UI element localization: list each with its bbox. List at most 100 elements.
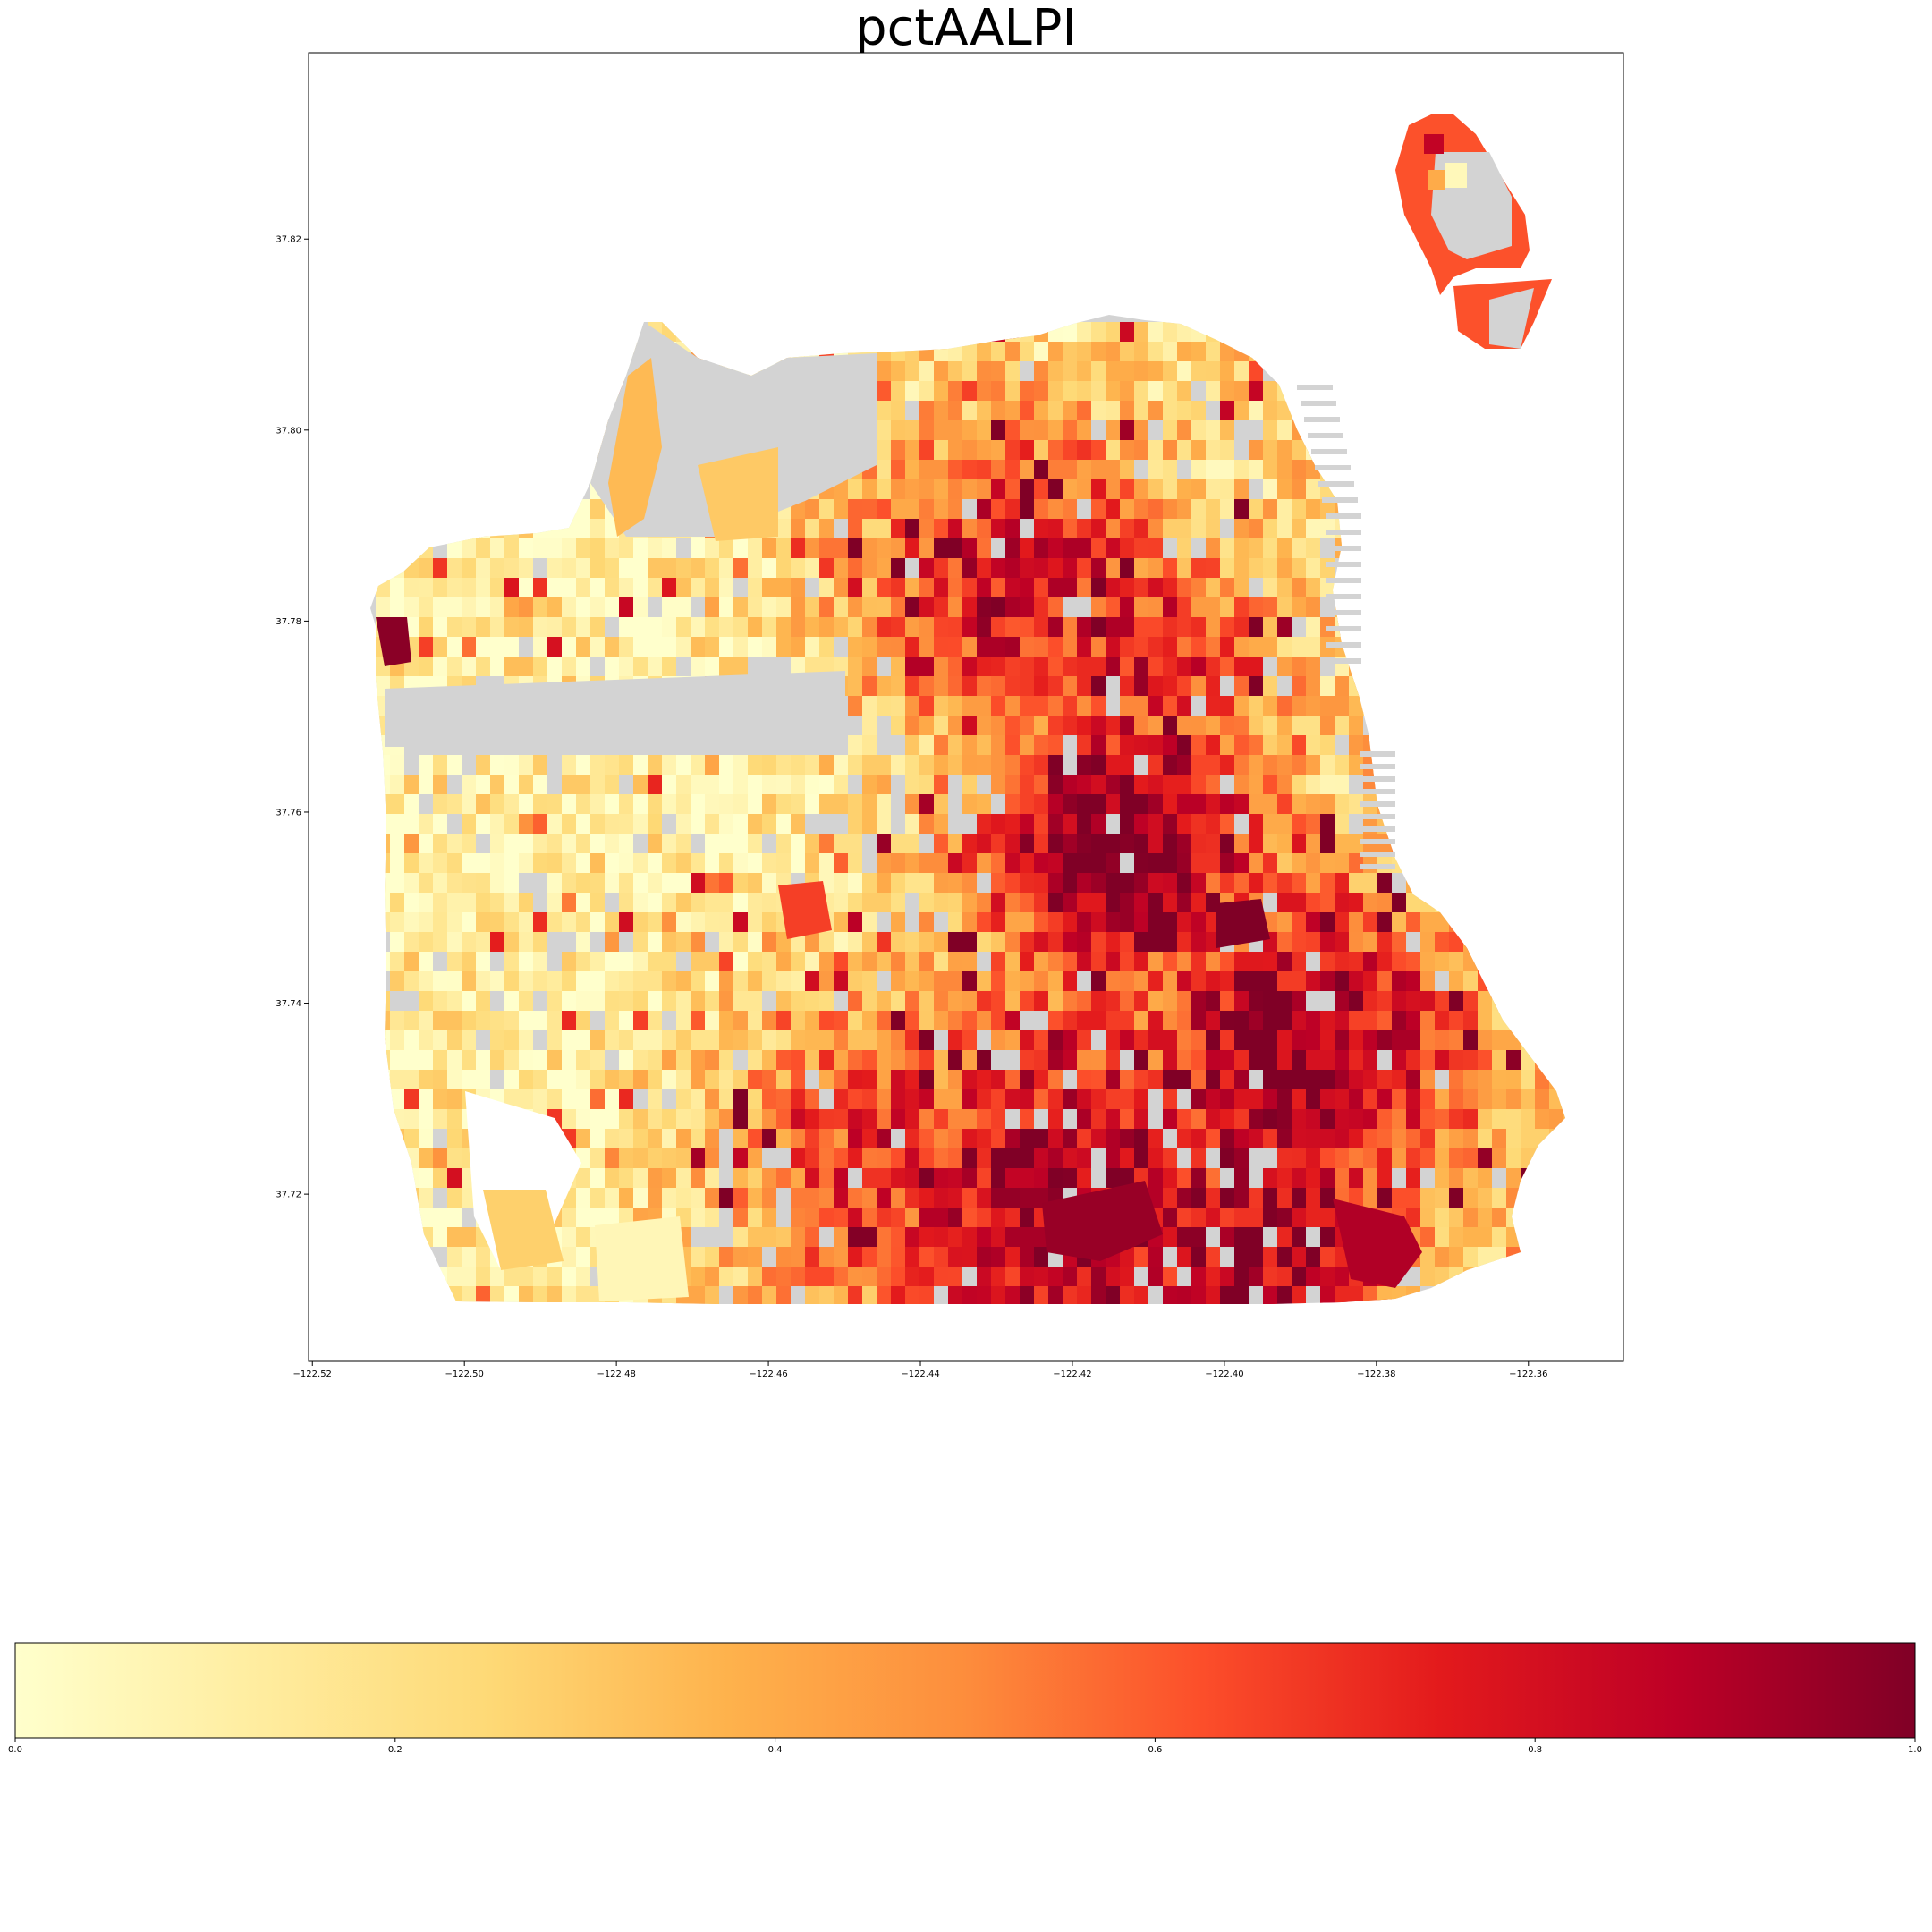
tract: [991, 893, 1005, 912]
tract: [862, 932, 877, 952]
tract: [590, 755, 605, 794]
tract: [476, 597, 490, 617]
tract: [1234, 1089, 1249, 1109]
tract: [1091, 696, 1106, 716]
tract: [1077, 873, 1091, 893]
tract: [1120, 971, 1134, 991]
tract: [1034, 519, 1048, 538]
tract: [848, 794, 862, 834]
tract: [1335, 755, 1349, 775]
tract: [590, 1148, 605, 1168]
tract: [533, 1267, 547, 1286]
tract: [705, 893, 733, 912]
tract: [1077, 440, 1091, 460]
tract: [390, 952, 404, 971]
tract: [1120, 952, 1134, 971]
tract: [1392, 893, 1406, 912]
tract: [619, 1129, 633, 1148]
tract: [1020, 775, 1034, 814]
tract: [1120, 420, 1134, 440]
tract: [1420, 1050, 1435, 1070]
tract: [834, 775, 848, 794]
tract: [676, 932, 691, 952]
tract: [1277, 755, 1292, 775]
tract: [1177, 1227, 1206, 1247]
tract: [1005, 440, 1020, 460]
tract: [877, 499, 891, 519]
tract: [1048, 755, 1063, 775]
pier: [1360, 801, 1395, 807]
tract: [834, 1089, 848, 1109]
tract: [633, 1050, 648, 1070]
tract: [490, 775, 504, 794]
tract: [1106, 853, 1120, 873]
tract: [1106, 893, 1120, 912]
pier: [1326, 578, 1361, 583]
tract: [805, 794, 819, 814]
tract: [519, 893, 533, 912]
tract: [1048, 440, 1063, 460]
tract: [862, 893, 891, 912]
tract: [462, 991, 476, 1011]
tract: [476, 657, 490, 676]
tract: [1191, 952, 1206, 991]
tract: [1134, 932, 1148, 952]
tract: [1263, 971, 1277, 991]
tract: [905, 873, 934, 893]
tract: [1063, 794, 1077, 814]
tract: [905, 1070, 919, 1089]
tract: [1005, 794, 1020, 814]
tract: [905, 834, 919, 853]
tract: [662, 1148, 676, 1168]
tract: [905, 1148, 919, 1168]
tract: [934, 735, 948, 755]
tract: [1177, 1247, 1191, 1267]
tract: [919, 853, 948, 873]
tract: [977, 735, 991, 755]
tract: [748, 1148, 762, 1168]
tract: [1120, 932, 1134, 952]
tract: [1077, 952, 1091, 971]
tract: [1249, 499, 1263, 519]
tract: [962, 381, 977, 401]
tract: [433, 597, 462, 617]
tract: [619, 1089, 633, 1109]
tract: [1335, 716, 1349, 735]
tract: [962, 479, 977, 499]
tract: [762, 1030, 776, 1050]
tract: [748, 597, 762, 617]
pier: [1322, 497, 1358, 503]
pier: [1315, 465, 1351, 470]
tract: [991, 716, 1005, 735]
tract: [1106, 1109, 1120, 1129]
tract: [590, 597, 605, 617]
tract: [433, 1030, 447, 1050]
tract: [848, 1267, 862, 1286]
tract: [419, 1030, 433, 1050]
tract: [576, 657, 590, 676]
tract: [1106, 1129, 1120, 1168]
tract: [476, 1247, 490, 1267]
tract: [1048, 558, 1063, 578]
tract: [733, 637, 748, 657]
tract: [1063, 479, 1077, 499]
tract: [1506, 1050, 1521, 1070]
tract: [462, 794, 476, 814]
tract: [1077, 558, 1091, 578]
tract: [834, 1011, 848, 1030]
y-tick-label: 37.76: [275, 808, 301, 818]
tract: [1320, 755, 1335, 775]
tract: [547, 1050, 562, 1070]
tract: [1292, 479, 1306, 499]
tract: [562, 814, 576, 834]
tract: [619, 617, 633, 637]
tract: [819, 1011, 834, 1030]
tract: [962, 716, 977, 735]
tract: [862, 912, 877, 932]
tract: [433, 873, 447, 893]
tract: [1234, 1168, 1249, 1208]
tract: [705, 1208, 719, 1227]
tract: [1306, 1267, 1320, 1286]
tract: [791, 991, 805, 1011]
tract: [819, 1247, 834, 1267]
